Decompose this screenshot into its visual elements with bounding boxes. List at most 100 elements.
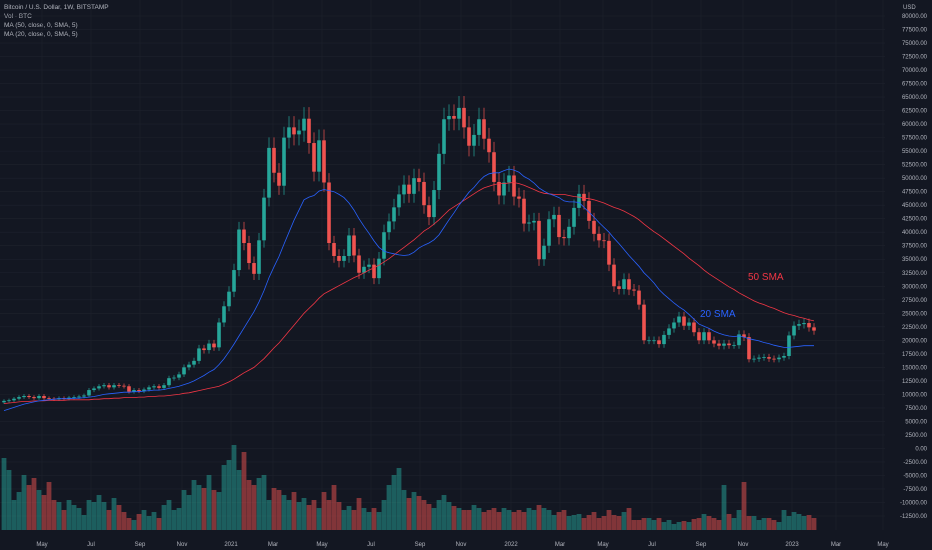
candle-body bbox=[667, 328, 671, 335]
candle-body bbox=[327, 182, 331, 244]
candle-body bbox=[252, 263, 256, 274]
time-tick-label: May bbox=[597, 542, 608, 548]
candle-body bbox=[647, 340, 651, 342]
candle-body bbox=[447, 116, 451, 120]
candle-body bbox=[642, 304, 646, 341]
volume-bar bbox=[416, 496, 422, 530]
volume-bar bbox=[591, 512, 597, 530]
candle-body bbox=[397, 194, 401, 208]
candle-body bbox=[462, 107, 466, 128]
price-tick-label: 70000.00 bbox=[902, 68, 928, 74]
volume-bar bbox=[256, 478, 262, 530]
volume-bar bbox=[511, 512, 517, 530]
candle-body bbox=[417, 178, 421, 182]
candle-body bbox=[97, 386, 101, 389]
volume-bar bbox=[46, 482, 52, 530]
volume-bar bbox=[631, 520, 637, 530]
time-tick-label: Mar bbox=[831, 542, 841, 548]
volume-bar bbox=[166, 500, 172, 530]
volume-bar bbox=[351, 510, 357, 530]
candle-body bbox=[802, 323, 806, 325]
volume-bar bbox=[641, 518, 647, 530]
volume-bars bbox=[1, 445, 817, 530]
candle-body bbox=[392, 207, 396, 222]
candle-body bbox=[372, 264, 376, 279]
volume-bar bbox=[311, 500, 317, 530]
candle-body bbox=[737, 334, 741, 346]
volume-bar bbox=[761, 518, 767, 530]
candle-body bbox=[92, 388, 96, 391]
candle-body bbox=[572, 207, 576, 227]
volume-bar bbox=[536, 505, 542, 530]
price-tick-label: 27500.00 bbox=[902, 298, 928, 304]
volume-bar bbox=[471, 505, 477, 530]
candle-body bbox=[577, 193, 581, 208]
candle-body bbox=[172, 377, 176, 379]
volume-bar bbox=[481, 512, 487, 530]
volume-bar bbox=[321, 492, 327, 530]
candle-body bbox=[637, 290, 641, 305]
volume-bar bbox=[191, 480, 197, 530]
candle-body bbox=[662, 334, 666, 345]
candle-body bbox=[132, 390, 136, 392]
candle-body bbox=[752, 358, 756, 360]
volume-bar bbox=[336, 502, 342, 530]
time-tick-label: Sep bbox=[415, 542, 426, 548]
volume-bar bbox=[156, 518, 162, 530]
candle-body bbox=[217, 322, 221, 348]
volume-bar bbox=[801, 516, 807, 530]
candle-body bbox=[122, 385, 126, 387]
candle-body bbox=[492, 152, 496, 182]
volume-bar bbox=[671, 524, 677, 530]
volume-bar bbox=[431, 508, 437, 530]
candle-body bbox=[27, 396, 31, 398]
price-tick-label: 60000.00 bbox=[902, 122, 928, 128]
price-tick-label: 72500.00 bbox=[902, 55, 928, 61]
volume-bar bbox=[21, 475, 27, 530]
candle-body bbox=[202, 348, 206, 351]
volume-bar bbox=[111, 498, 117, 530]
price-tick-label: 12500.00 bbox=[902, 379, 928, 385]
candle-body bbox=[742, 334, 746, 338]
volume-bar bbox=[281, 495, 287, 530]
price-tick-label: 22500.00 bbox=[902, 325, 928, 331]
volume-bar bbox=[546, 510, 552, 530]
volume-bar bbox=[171, 510, 177, 530]
candle-body bbox=[587, 200, 591, 221]
volume-bar bbox=[211, 490, 217, 530]
volume-bar bbox=[796, 514, 802, 530]
volume-bar bbox=[421, 500, 427, 530]
volume-bar bbox=[361, 508, 367, 530]
candle-body bbox=[687, 322, 691, 326]
candle-body bbox=[387, 221, 391, 233]
candle-body bbox=[192, 360, 196, 365]
sma20-annotation: 20 SMA bbox=[700, 309, 736, 320]
volume-bar bbox=[106, 510, 112, 530]
candle-body bbox=[757, 357, 761, 359]
candle-body bbox=[112, 385, 116, 388]
candle-body bbox=[527, 222, 531, 224]
price-tick-label: 5000.00 bbox=[905, 419, 927, 425]
candle-body bbox=[497, 181, 501, 196]
candle-body bbox=[712, 340, 716, 344]
volume-bar bbox=[711, 518, 717, 530]
volume-bar bbox=[681, 521, 687, 530]
volume-bar bbox=[36, 490, 42, 530]
volume-bar bbox=[121, 512, 127, 530]
candle-body bbox=[162, 385, 166, 388]
candle-body bbox=[72, 397, 76, 398]
volume-bar bbox=[246, 480, 252, 530]
candle-body bbox=[612, 264, 616, 287]
candle-body bbox=[312, 143, 316, 172]
time-tick-label: 2022 bbox=[504, 542, 518, 548]
volume-bar bbox=[541, 508, 547, 530]
volume-bar bbox=[216, 492, 222, 530]
volume-bar bbox=[291, 492, 297, 530]
price-tick-label: -2500.00 bbox=[903, 460, 927, 466]
candle-body bbox=[482, 119, 486, 139]
volume-bar bbox=[371, 508, 377, 530]
volume-bar bbox=[766, 518, 772, 530]
volume-bar bbox=[406, 498, 412, 530]
price-tick-label: 30000.00 bbox=[902, 284, 928, 290]
